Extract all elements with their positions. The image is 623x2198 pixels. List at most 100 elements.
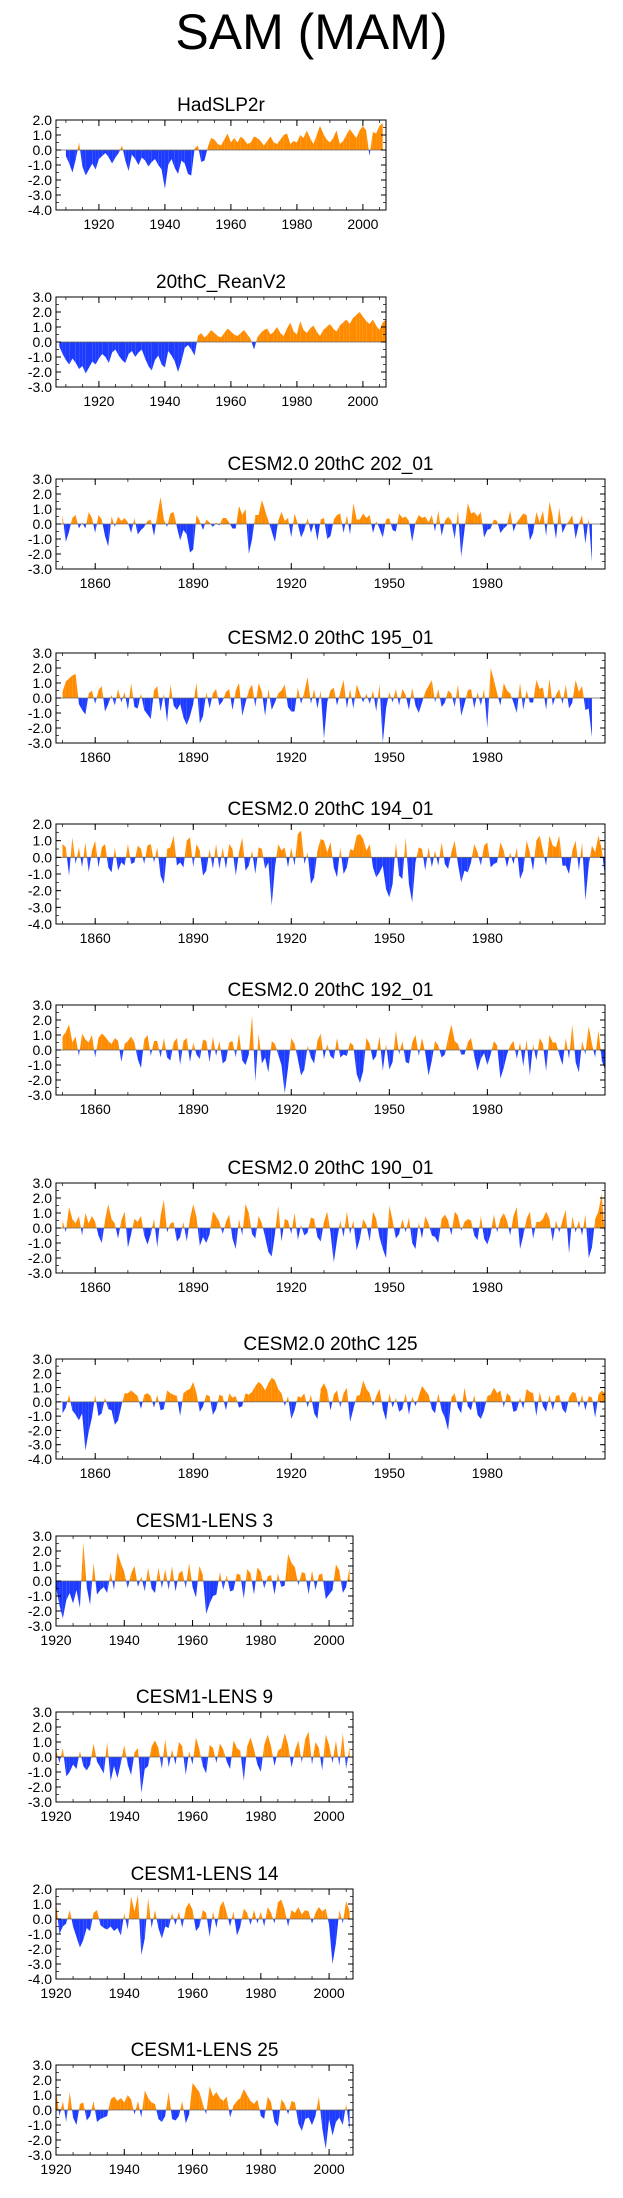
negative-segment	[433, 524, 436, 532]
negative-segment	[184, 1228, 187, 1242]
positive-segment	[316, 1041, 318, 1050]
negative-segment	[484, 698, 488, 728]
negative-segment	[323, 1581, 326, 1599]
positive-segment	[389, 518, 391, 524]
positive-segment	[75, 674, 79, 698]
positive-segment	[451, 1024, 455, 1050]
positive-segment	[457, 684, 460, 698]
positive-segment	[296, 687, 298, 698]
negative-segment	[412, 857, 416, 903]
negative-segment	[435, 1401, 437, 1414]
negative-segment	[382, 1050, 386, 1071]
positive-segment	[454, 1211, 458, 1228]
negative-segment	[127, 1919, 129, 1930]
positive-segment	[379, 322, 383, 342]
chart-panel: 20thC_ReanV23.02.01.00.0-1.0-2.0-3.01920…	[28, 272, 387, 409]
positive-segment	[335, 1564, 340, 1581]
positive-segment	[454, 1393, 457, 1402]
positive-segment	[194, 683, 197, 698]
x-tick-label: 1960	[177, 2161, 208, 2177]
positive-segment	[105, 1036, 109, 1050]
negative-segment	[262, 698, 266, 716]
positive-segment	[377, 1036, 380, 1050]
negative-segment	[403, 1050, 406, 1062]
positive-segment	[165, 1739, 168, 1757]
negative-segment	[71, 1919, 74, 1927]
positive-segment	[359, 513, 364, 524]
positive-segment	[279, 2099, 282, 2110]
negative-segment	[341, 857, 344, 874]
negative-segment	[184, 150, 188, 174]
positive-segment	[258, 1381, 262, 1402]
positive-segment	[317, 839, 321, 858]
positive-segment	[366, 1038, 370, 1050]
positive-segment	[271, 1746, 273, 1757]
negative-segment	[273, 1919, 275, 1924]
negative-segment	[323, 698, 328, 739]
negative-segment	[471, 857, 472, 863]
negative-segment	[191, 1581, 193, 1587]
positive-segment	[356, 684, 360, 698]
positive-segment	[323, 1211, 328, 1228]
positive-segment	[336, 130, 340, 150]
positive-segment	[201, 333, 205, 342]
positive-segment	[547, 678, 550, 698]
positive-segment	[291, 847, 294, 858]
negative-segment	[102, 524, 106, 536]
negative-segment	[125, 1919, 128, 1930]
y-tick-label: 0.0	[33, 849, 53, 865]
negative-segment	[103, 1919, 108, 1930]
positive-segment	[216, 1216, 220, 1228]
positive-segment	[351, 503, 354, 524]
positive-segment	[404, 837, 406, 858]
negative-segment	[101, 1401, 105, 1414]
positive-segment	[239, 506, 243, 524]
positive-segment	[284, 1733, 289, 1757]
negative-segment	[301, 2110, 306, 2131]
x-tick-label: 1920	[40, 2161, 71, 2177]
negative-segment	[546, 1401, 549, 1412]
positive-segment	[304, 677, 308, 698]
negative-segment	[173, 1757, 176, 1765]
negative-segment	[105, 698, 109, 712]
negative-segment	[65, 150, 70, 164]
negative-segment	[297, 524, 302, 538]
negative-segment	[141, 342, 146, 359]
negative-segment	[114, 1401, 119, 1425]
positive-segment	[134, 1393, 138, 1402]
negative-segment	[144, 1228, 148, 1245]
positive-segment	[145, 845, 148, 858]
positive-segment	[289, 2101, 292, 2110]
positive-segment	[330, 687, 334, 698]
positive-segment	[247, 1913, 249, 1919]
negative-segment	[317, 1228, 321, 1242]
positive-segment	[111, 516, 114, 524]
positive-segment	[183, 1908, 186, 1919]
positive-segment	[328, 690, 331, 698]
negative-segment	[457, 857, 458, 864]
y-tick-label: 3.0	[33, 1175, 53, 1191]
positive-segment	[344, 1211, 347, 1228]
negative-segment	[497, 857, 498, 863]
negative-segment	[167, 1050, 171, 1061]
negative-segment	[72, 2110, 74, 2118]
negative-segment	[274, 1757, 277, 1766]
negative-segment	[582, 1228, 584, 1236]
x-tick-label: 2000	[314, 2161, 345, 2177]
negative-segment	[536, 1050, 538, 1061]
positive-segment	[65, 847, 67, 858]
negative-segment	[572, 698, 573, 703]
negative-segment	[127, 1757, 132, 1775]
positive-segment	[363, 1380, 367, 1402]
positive-segment	[346, 1211, 350, 1228]
negative-segment	[391, 1401, 393, 1408]
negative-segment	[289, 524, 292, 538]
negative-segment	[503, 1050, 507, 1068]
positive-segment	[422, 1386, 426, 1402]
positive-segment	[245, 509, 247, 524]
positive-segment	[585, 1026, 589, 1050]
positive-segment	[312, 689, 315, 698]
y-tick-label: 2.0	[33, 1012, 53, 1028]
positive-segment	[297, 830, 302, 858]
positive-segment	[366, 1225, 368, 1228]
